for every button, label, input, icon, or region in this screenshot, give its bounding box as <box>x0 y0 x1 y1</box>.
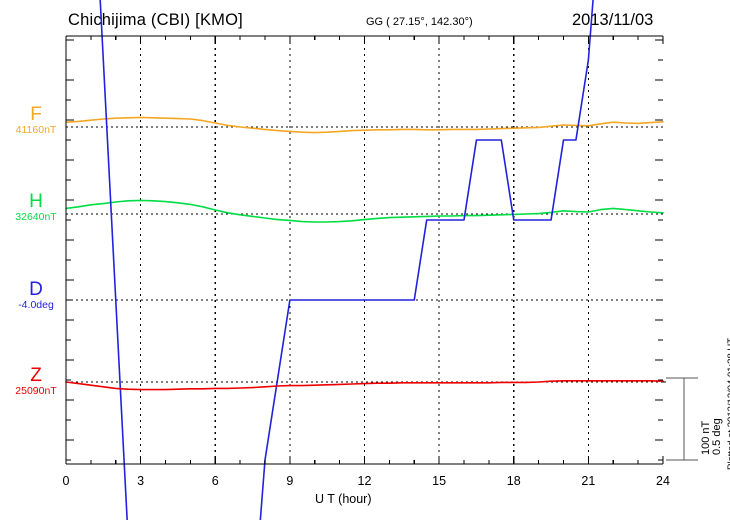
trace-layer <box>65 0 664 520</box>
station-coordinates: GG ( 27.15°, 142.30°) <box>366 16 473 28</box>
component-name-f: F <box>30 104 42 125</box>
scale-bar-deg-label: 0.5 deg <box>711 418 723 455</box>
x-tick-label: 24 <box>656 474 670 488</box>
component-baseline-h: 32640nT <box>15 211 57 223</box>
component-label-z: Z 25090nT <box>5 366 67 398</box>
x-tick-label: 0 <box>62 474 70 488</box>
x-tick-label: 12 <box>357 474 372 488</box>
x-tick-label: 18 <box>506 474 521 488</box>
component-label-h: H 32640nT <box>5 192 67 224</box>
plotted-at-stamp: Plotted at 2013/12/04 01:28 UT <box>726 337 730 470</box>
grid-layer <box>140 36 589 464</box>
page-title: Chichijima (CBI) [KMO] <box>68 11 243 29</box>
x-axis-label: U T (hour) <box>315 492 372 506</box>
plot-frame <box>65 35 664 465</box>
component-baseline-f: 41160nT <box>15 124 57 136</box>
x-tick-label: 6 <box>211 474 219 488</box>
component-name-d: D <box>29 279 43 300</box>
component-label-f: F 41160nT <box>5 105 67 137</box>
trace-h <box>65 199 664 223</box>
component-name-z: Z <box>30 365 42 386</box>
x-tick-label: 3 <box>137 474 145 488</box>
x-tick-label: 9 <box>286 474 294 488</box>
x-tick-label: 15 <box>432 474 447 488</box>
trace-d <box>99 0 594 520</box>
component-label-d: D -4.0deg <box>5 280 67 312</box>
x-tick-label: 21 <box>581 474 596 488</box>
trace-z <box>65 380 664 391</box>
trace-f <box>65 116 664 134</box>
component-baseline-z: 25090nT <box>15 385 57 397</box>
component-baseline-d: -4.0deg <box>18 299 54 311</box>
component-name-h: H <box>29 191 43 212</box>
scale-bar <box>663 377 698 461</box>
